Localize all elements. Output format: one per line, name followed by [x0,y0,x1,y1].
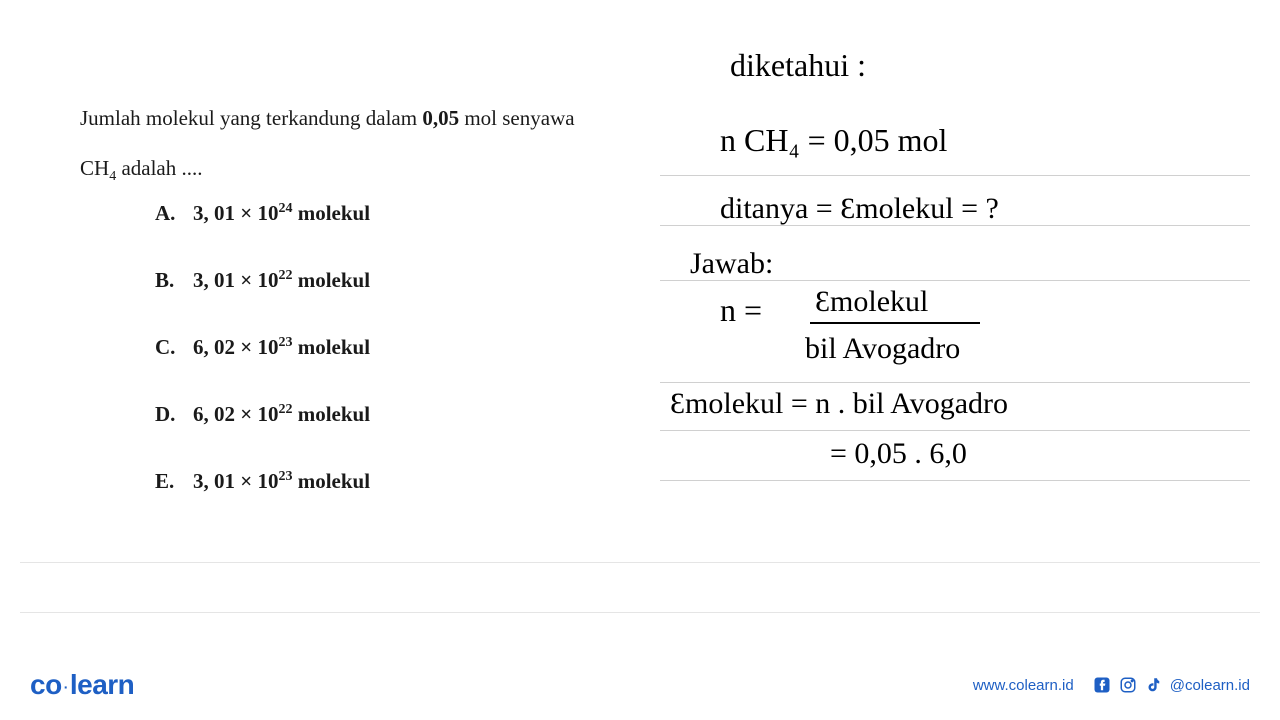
option-exp: 22 [278,402,292,417]
option-unit: molekul [298,335,370,359]
hw-calc: = 0,05 . 6,0 [830,430,967,478]
option-coef: 3, 01 [193,268,235,292]
social-handle: @colearn.id [1170,677,1250,694]
question-value: 0,05 [422,106,459,130]
tiktok-icon [1144,675,1164,695]
option-exp: 23 [278,469,292,484]
handwriting-panel: diketahui : n CH₄ = 0,05 mol ditanya = Ɛ… [640,60,1220,620]
footer: co·learn www.colearn.id @colearn.id [0,650,1280,720]
question-suffix: mol senyawa [459,106,574,130]
option-a: A. 3, 01 × 1024 molekul [155,201,640,226]
social-icons: @colearn.id [1092,675,1250,695]
option-label: C. [155,335,183,360]
question-line-2: CH4 adalah .... [80,150,640,189]
hw-formula-n: n = [720,285,762,336]
logo-co: co [30,669,62,700]
question-prefix: Jumlah molekul yang terkandung dalam [80,106,422,130]
option-b: B. 3, 01 × 1022 molekul [155,268,640,293]
option-c: C. 6, 02 × 1023 molekul [155,335,640,360]
question-panel: Jumlah molekul yang terkandung dalam 0,0… [80,60,640,620]
option-exp: 22 [278,268,292,283]
option-coef: 3, 01 [193,469,235,493]
hw-formula-denom: bil Avogadro [805,325,960,373]
option-unit: molekul [298,201,370,225]
compound-name: CH [80,156,109,180]
logo-learn: learn [70,669,134,700]
logo-dot-icon: · [64,679,68,695]
website-url: www.colearn.id [973,677,1074,694]
hw-formula-numer: Ɛmolekul [815,278,928,326]
option-unit: molekul [298,268,370,292]
option-d: D. 6, 02 × 1022 molekul [155,402,640,427]
fraction-line [810,322,980,324]
option-label: E. [155,469,183,494]
option-exp: 24 [278,201,292,216]
option-label: D. [155,402,183,427]
instagram-icon [1118,675,1138,695]
question-tail: adalah .... [116,156,202,180]
option-label: A. [155,201,183,226]
hw-derive: Ɛmolekul = n . bil Avogadro [670,380,1008,428]
option-exp: 23 [278,335,292,350]
option-coef: 3, 01 [193,201,235,225]
option-coef: 6, 02 [193,402,235,426]
facebook-icon [1092,675,1112,695]
footer-right: www.colearn.id @colearn.id [973,675,1250,695]
logo: co·learn [30,669,134,701]
question-line-1: Jumlah molekul yang terkandung dalam 0,0… [80,100,640,138]
hw-given: n CH₄ = 0,05 mol [720,115,947,166]
option-unit: molekul [298,402,370,426]
option-unit: molekul [298,469,370,493]
option-coef: 6, 02 [193,335,235,359]
hw-diketahui: diketahui : [730,40,866,91]
option-label: B. [155,268,183,293]
options-list: A. 3, 01 × 1024 molekul B. 3, 01 × 1022 … [80,201,640,494]
option-e: E. 3, 01 × 1023 molekul [155,469,640,494]
